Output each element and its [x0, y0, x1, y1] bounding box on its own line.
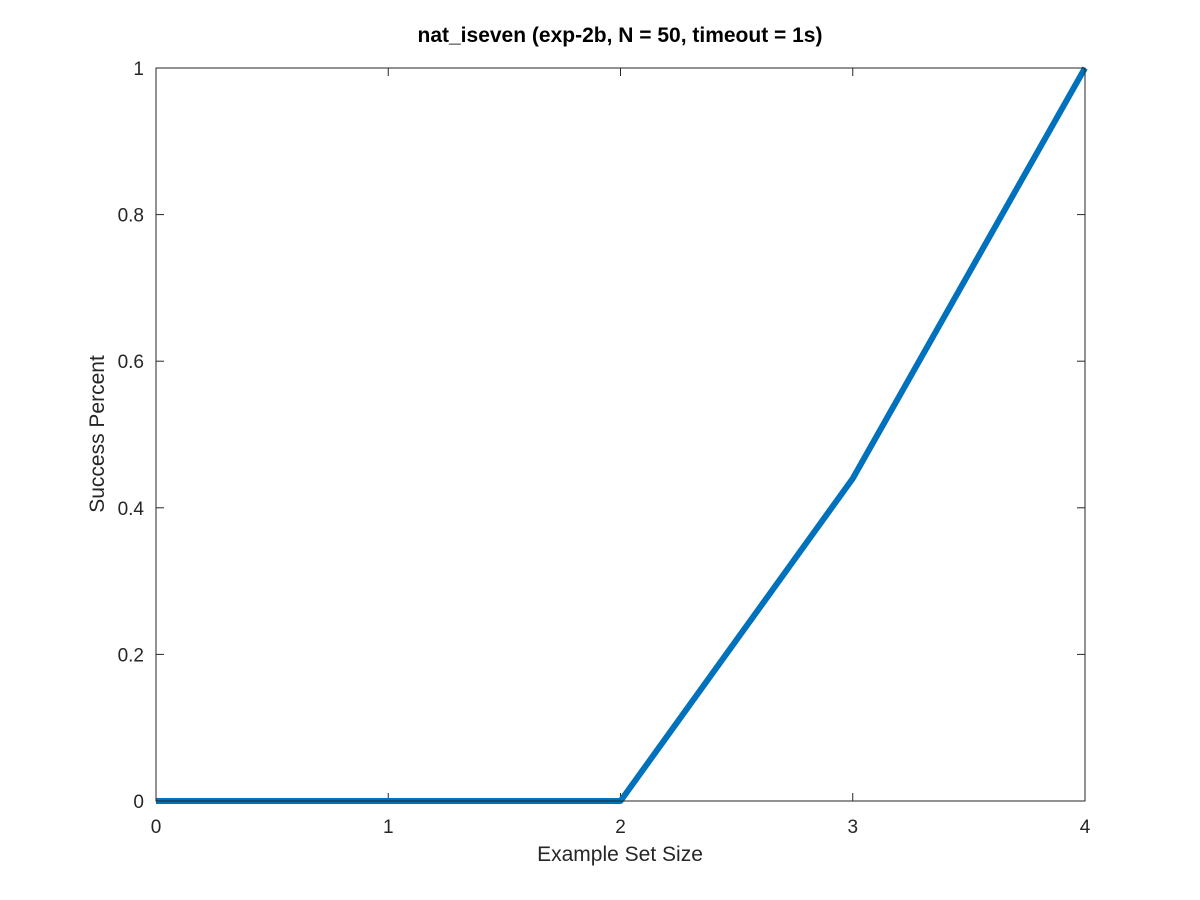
- y-tick-label: 1: [133, 59, 144, 80]
- y-tick-label: 0.8: [118, 206, 144, 227]
- y-tick-label: 0.6: [118, 352, 144, 373]
- tick-labels-layer: 0 1 2 3 4 0 0.2 0.4 0.6 0.8 1: [118, 59, 1091, 838]
- x-axis-title: Example Set Size: [537, 843, 703, 866]
- x-tick-label: 2: [615, 817, 626, 838]
- y-axis-title: Success Percent: [86, 355, 109, 513]
- plot-area-box: [155, 67, 1086, 802]
- chart-title: nat_iseven (exp-2b, N = 50, timeout = 1s…: [418, 24, 823, 47]
- x-tick-label: 3: [847, 817, 858, 838]
- ticks-layer: [155, 67, 1086, 802]
- x-tick-label: 4: [1080, 817, 1091, 838]
- y-tick-label: 0.4: [118, 499, 145, 520]
- x-tick-label: 0: [151, 817, 162, 838]
- y-tick-label: 0: [133, 792, 144, 813]
- x-tick-label: 1: [383, 817, 394, 838]
- series-line: [156, 66, 1088, 804]
- y-tick-label: 0.2: [118, 645, 144, 666]
- series-layer: [156, 66, 1088, 804]
